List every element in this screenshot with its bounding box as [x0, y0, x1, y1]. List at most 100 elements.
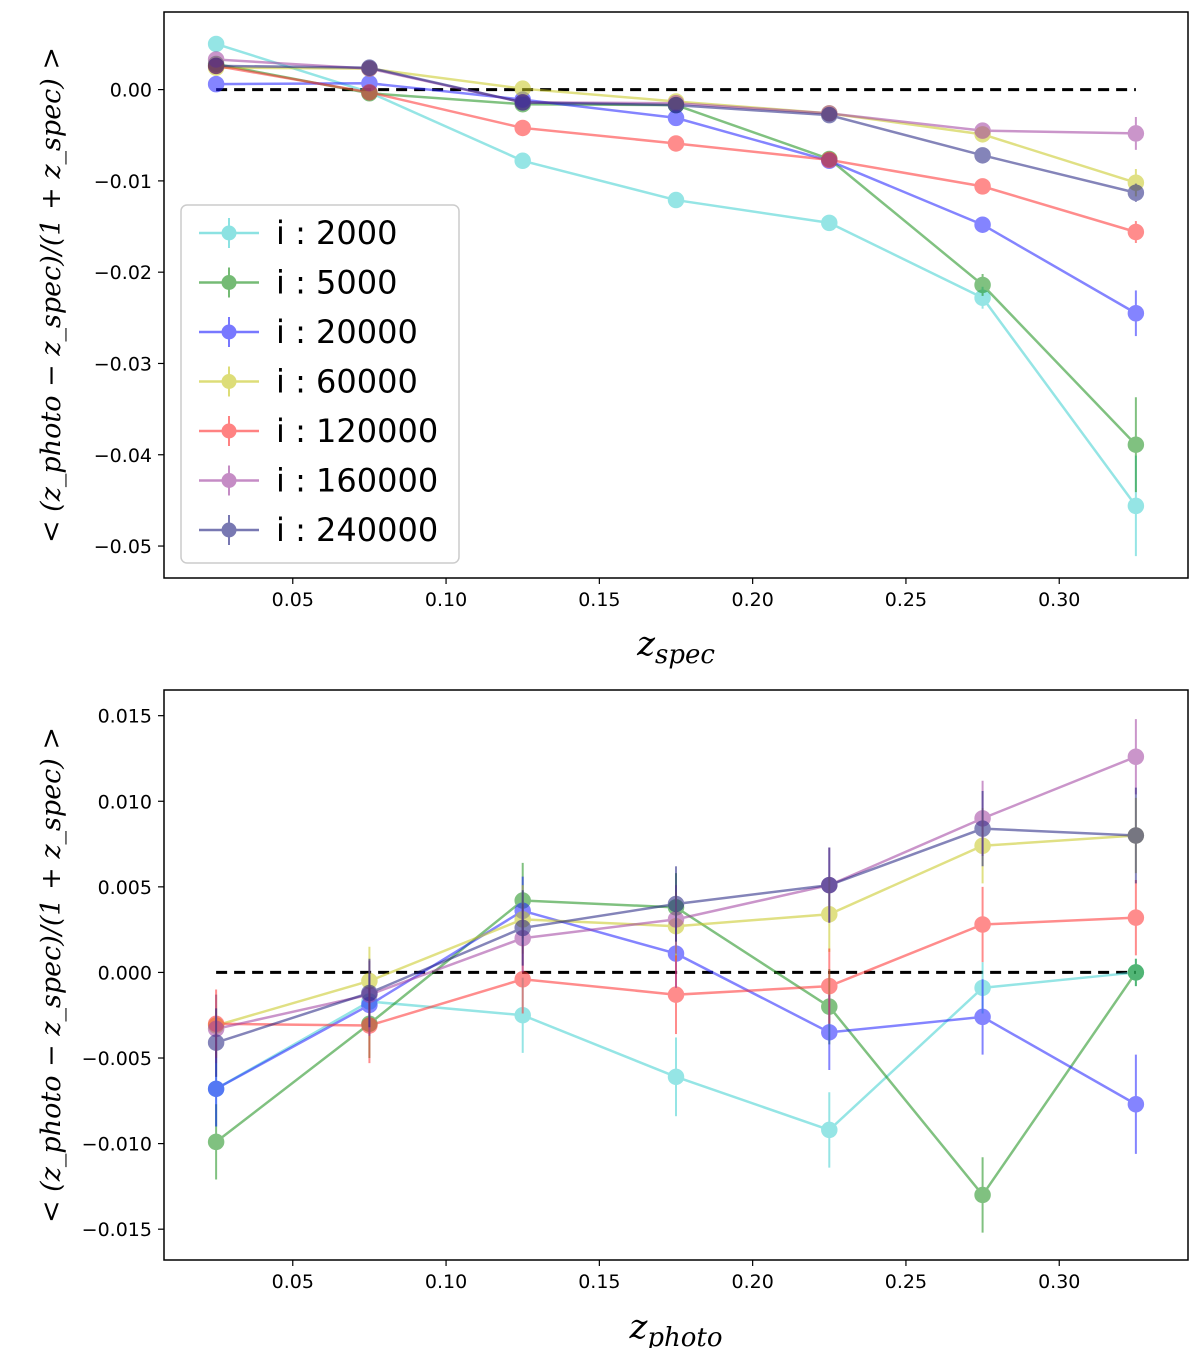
legend-swatch — [199, 416, 259, 446]
data-point — [207, 35, 225, 53]
x-tick-label: 0.10 — [425, 1271, 467, 1293]
data-point — [1127, 827, 1145, 844]
y-tick-label: 0.000 — [98, 962, 152, 984]
data-point — [1127, 1095, 1145, 1113]
data-point — [974, 820, 991, 837]
x-tick-label: 0.10 — [425, 589, 467, 611]
bottom-panel: 0.05 0.10 0.15 0.20 0.25 0.30 0.015 0.010 0.005 0… — [36, 689, 1189, 1348]
x-axis-label-subscript: spec — [655, 640, 715, 670]
data-point — [667, 1068, 685, 1086]
legend-swatch-marker — [221, 324, 237, 340]
x-tick-label: 0.25 — [885, 1271, 927, 1293]
plot-frame — [163, 689, 1189, 1261]
data-point — [1127, 184, 1145, 202]
data-point — [361, 984, 378, 1002]
y-tick-label: −0.010 — [82, 1134, 152, 1156]
y-tick-label: 0.015 — [98, 706, 152, 728]
data-point — [974, 178, 991, 195]
y-tick-label: −0.03 — [94, 353, 152, 375]
top-panel: 0.05 0.10 0.15 0.20 0.25 0.30 0.00 −0.01 −0.02 −0… — [36, 11, 1189, 670]
data-point — [207, 57, 225, 75]
x-axis-label-subscript: photo — [647, 1323, 722, 1348]
x-tick-label: 0.30 — [1038, 589, 1080, 611]
legend-swatch-marker — [221, 225, 237, 241]
data-point — [361, 84, 378, 101]
legend-swatch-marker — [221, 275, 237, 290]
legend-label: i : 120000 — [276, 412, 438, 450]
data-point — [1127, 964, 1145, 981]
data-point — [974, 147, 991, 164]
x-tick-label: 0.25 — [885, 589, 927, 611]
data-point — [514, 919, 531, 937]
y-tick-label: 0.010 — [98, 791, 152, 813]
legend-label: i : 2000 — [276, 214, 397, 252]
y-axis-label: < (z_photo − z_spec)/(1 + z_spec) > — [36, 727, 67, 1223]
legend-swatch-marker — [221, 473, 237, 488]
data-point — [207, 1133, 225, 1151]
data-point — [821, 214, 838, 232]
data-point — [207, 1034, 225, 1051]
data-point — [667, 96, 685, 114]
data-point — [1127, 125, 1145, 142]
data-point — [974, 916, 991, 933]
data-point — [207, 75, 225, 93]
x-tick-label: 0.05 — [272, 589, 314, 611]
data-point — [667, 135, 685, 152]
y-tick-label: −0.015 — [82, 1219, 152, 1241]
data-point — [821, 1121, 838, 1139]
x-axis-label: zspec — [636, 624, 715, 670]
data-point — [1127, 436, 1145, 453]
data-point — [821, 876, 838, 894]
data-point — [821, 1024, 838, 1041]
legend-swatch-marker — [221, 423, 237, 439]
data-point — [667, 895, 685, 913]
legend-label: i : 60000 — [276, 363, 418, 401]
legend-box — [180, 204, 460, 564]
data-point — [974, 216, 991, 233]
x-axis-label: zphoto — [628, 1307, 722, 1348]
data-point — [821, 977, 838, 995]
y-tick-label: −0.02 — [94, 262, 152, 284]
y-tick-label: 0.00 — [110, 80, 152, 102]
legend-label: i : 5000 — [276, 264, 397, 302]
data-point — [514, 94, 531, 111]
x-axis-label-main: z — [628, 1307, 648, 1347]
legend-swatch-marker — [221, 374, 237, 389]
series-i240000 — [207, 57, 1145, 202]
y-axis-label: < (z_photo − z_spec)/(1 + z_spec) > — [36, 47, 67, 543]
legend-label: i : 20000 — [276, 313, 418, 351]
legend-swatch — [199, 267, 259, 298]
legend-label: i : 240000 — [276, 511, 438, 549]
series-i120000 — [207, 57, 1145, 243]
data-point — [1127, 748, 1145, 766]
data-point — [821, 151, 838, 169]
data-point — [974, 1008, 991, 1026]
series-line — [216, 64, 1137, 194]
legend-swatch — [199, 317, 259, 347]
data-point — [1127, 497, 1145, 515]
data-point — [514, 152, 531, 170]
data-point — [667, 191, 685, 209]
series-i60000 — [207, 59, 1145, 197]
legend-swatch — [199, 366, 259, 397]
data-point — [361, 59, 378, 76]
data-point — [821, 106, 838, 124]
data-point — [1127, 223, 1145, 241]
y-tick-label: −0.04 — [94, 445, 152, 467]
legend-swatch — [199, 465, 259, 496]
data-point — [514, 971, 531, 988]
data-point — [1127, 909, 1145, 926]
plot-frame — [163, 11, 1189, 579]
legend-swatch — [199, 218, 259, 248]
y-tick-label: −0.005 — [82, 1048, 152, 1070]
data-point — [667, 986, 685, 1003]
data-point — [207, 1080, 225, 1098]
data-point — [514, 80, 531, 97]
data-point — [974, 122, 991, 139]
legend-swatch-marker — [221, 522, 237, 538]
data-point — [1127, 305, 1145, 322]
data-point — [514, 119, 531, 137]
y-tick-label: −0.05 — [94, 536, 152, 558]
x-tick-label: 0.30 — [1038, 1271, 1080, 1293]
data-point — [974, 1186, 991, 1204]
